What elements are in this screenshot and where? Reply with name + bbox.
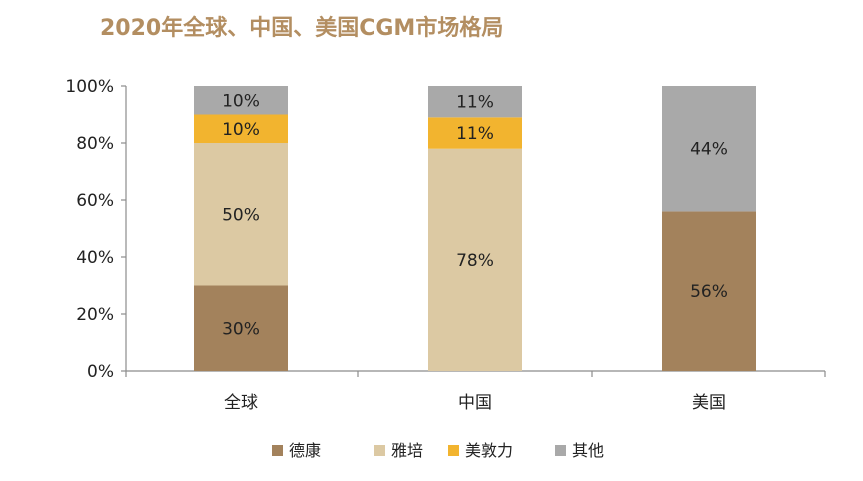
data-label: 11% (456, 93, 494, 113)
bar-segment (194, 143, 288, 286)
legend-swatch (555, 445, 566, 456)
bar-segment (662, 86, 756, 212)
legend-swatch (374, 445, 385, 456)
bar-segment (194, 86, 288, 115)
x-category-label: 美国 (692, 393, 726, 413)
y-tick-label: 0% (87, 362, 114, 382)
y-tick-label: 40% (76, 248, 114, 268)
data-label: 44% (690, 140, 728, 160)
y-tick-label: 100% (65, 77, 114, 97)
data-label: 30% (222, 319, 260, 339)
legend-label: 美敦力 (465, 441, 513, 460)
data-label: 56% (690, 282, 728, 302)
y-tick-label: 80% (76, 134, 114, 154)
bar-segment (662, 211, 756, 371)
legend-swatch (448, 445, 459, 456)
legend-swatch (272, 445, 283, 456)
data-label: 11% (456, 124, 494, 144)
data-label: 10% (222, 91, 260, 111)
legend-label: 其他 (572, 441, 604, 460)
y-tick-label: 60% (76, 191, 114, 211)
x-category-label: 全球 (224, 393, 258, 413)
bar-segment (194, 114, 288, 143)
legend-label: 雅培 (391, 441, 423, 460)
y-tick-label: 20% (76, 305, 114, 325)
data-label: 10% (222, 120, 260, 140)
bar-segment (428, 117, 522, 149)
chart-title: 2020年全球、中国、美国CGM市场格局 (100, 16, 504, 41)
legend-label: 德康 (289, 441, 321, 460)
bar-segment (194, 285, 288, 371)
data-label: 78% (456, 251, 494, 271)
x-category-label: 中国 (458, 393, 492, 413)
bar-segment (428, 148, 522, 371)
data-label: 50% (222, 205, 260, 225)
bar-segment (428, 86, 522, 118)
